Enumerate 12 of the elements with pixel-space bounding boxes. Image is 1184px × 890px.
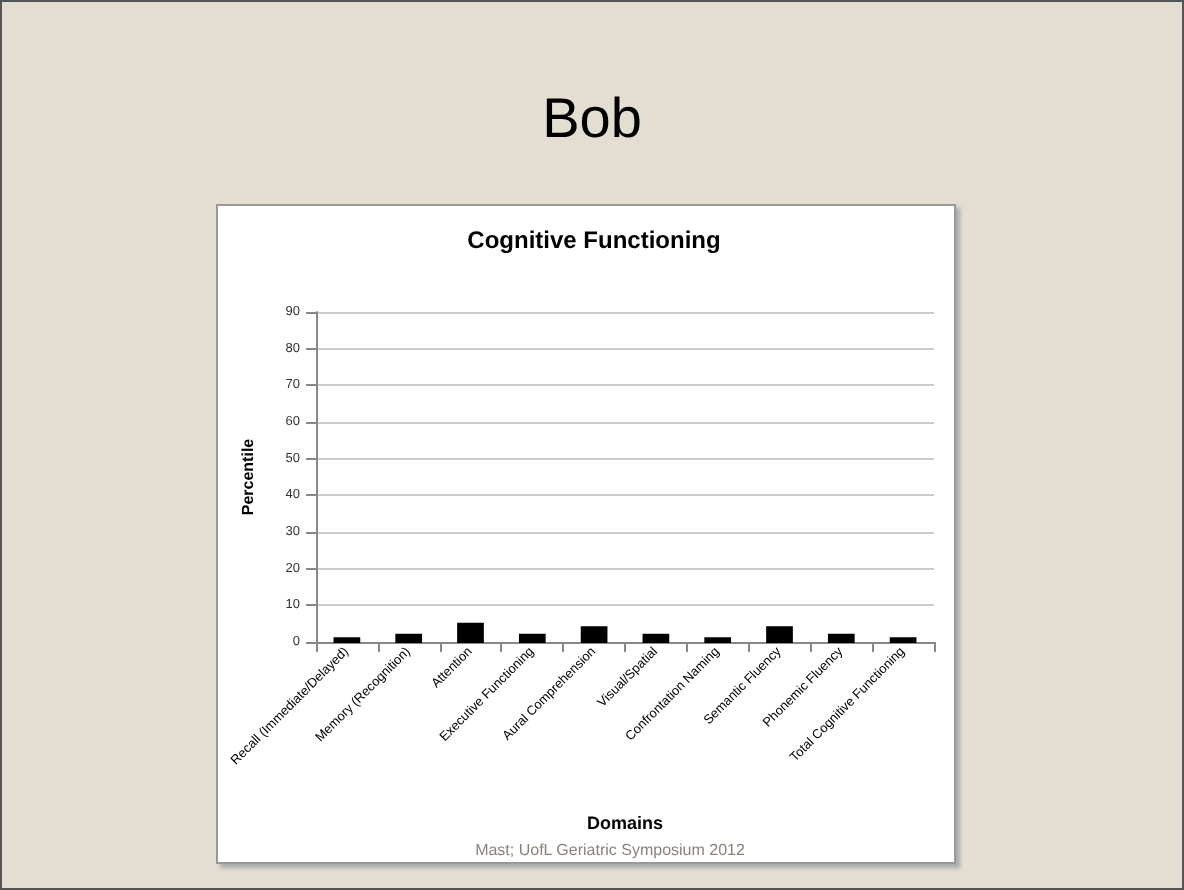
- y-axis-title: Percentile: [239, 437, 257, 516]
- bar: [580, 626, 608, 643]
- chart-title: Bob: [542, 87, 642, 149]
- bar: [827, 633, 855, 643]
- chart-subtitle: Cognitive Functioning: [467, 226, 721, 254]
- bar: [518, 633, 546, 643]
- bar: [766, 626, 793, 643]
- bar: [395, 633, 423, 643]
- bar: [457, 622, 484, 643]
- x-axis-title: Domains: [586, 813, 664, 833]
- bar: [642, 633, 670, 643]
- text: Mast; UofL Geriatric Symposium 2012: [475, 841, 746, 859]
